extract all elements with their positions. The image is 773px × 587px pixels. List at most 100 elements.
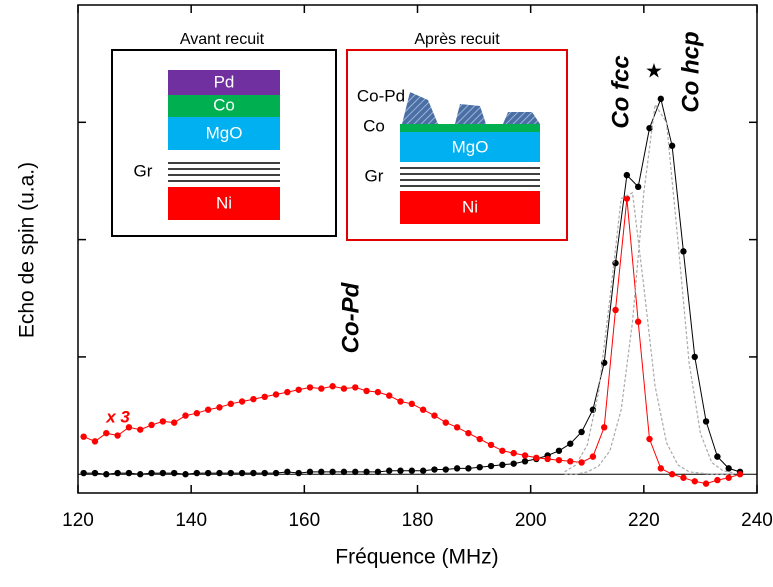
layer-label: Ni [462, 197, 478, 216]
data-point [114, 469, 121, 477]
data-point [137, 426, 144, 433]
data-point [634, 183, 642, 191]
plot-layer: 120 140 160 180 200 220 240 [62, 5, 773, 531]
data-point [657, 465, 665, 472]
graphene [168, 162, 280, 182]
layer [168, 187, 280, 220]
inset-after: Après recuit MgO Ni Co-Pd Co Gr [346, 31, 568, 241]
data-point [80, 469, 87, 477]
data-point [465, 429, 472, 437]
x-tick-label: 240 [741, 510, 773, 531]
data-point [476, 435, 483, 443]
data-point [80, 433, 87, 440]
data-point [216, 404, 223, 411]
data-point [363, 387, 370, 395]
layer-label: Co [363, 116, 385, 135]
layer [168, 117, 280, 150]
data-point [487, 441, 495, 449]
data-point [318, 385, 325, 392]
data-point [668, 142, 676, 149]
x-tick-label: 160 [288, 510, 320, 531]
x-tick-label: 120 [62, 510, 94, 531]
data-point [227, 400, 234, 408]
data-point [238, 469, 246, 477]
data-point [159, 469, 167, 477]
data-point [182, 412, 189, 419]
data-point [261, 393, 268, 401]
data-point [691, 353, 698, 361]
inset-title: Avant recuit [180, 31, 265, 48]
data-point [589, 453, 597, 460]
data-point [419, 467, 427, 474]
layer-label: Gr [365, 166, 384, 185]
data-point [329, 383, 336, 390]
data-point [148, 421, 155, 429]
data-point [125, 469, 133, 477]
annotation: Co fcc [607, 55, 634, 128]
data-point [261, 469, 268, 477]
data-point [137, 471, 144, 478]
data-point [193, 410, 201, 417]
data-point [374, 388, 382, 396]
layer-label: MgO [452, 137, 489, 156]
data-point [623, 171, 631, 179]
data-point [159, 418, 167, 425]
layer-label: Pd [214, 72, 235, 91]
data-point [487, 462, 495, 470]
data-point [352, 468, 359, 476]
data-point [272, 391, 280, 398]
layer [400, 124, 540, 132]
data-point [284, 468, 291, 476]
data-point [578, 459, 585, 466]
data-point [578, 428, 585, 436]
data-point [623, 195, 631, 202]
data-point [250, 395, 257, 403]
annotation: ★ [645, 60, 663, 82]
data-point [555, 456, 563, 464]
data-point [634, 318, 642, 325]
x-axis-label: Fréquence (MHz) [335, 546, 498, 569]
layer [168, 95, 280, 117]
data-point [612, 306, 619, 314]
layer [400, 132, 540, 162]
data-point [103, 429, 110, 437]
data-point [386, 467, 393, 474]
data-point [714, 476, 721, 484]
data-point [442, 419, 449, 426]
data-point [340, 385, 348, 392]
data-point [148, 469, 155, 477]
data-point [386, 392, 393, 399]
data-point [103, 471, 110, 478]
data-point [91, 438, 99, 445]
x-tick-label: 200 [515, 510, 547, 531]
data-point [431, 412, 438, 419]
data-point [702, 418, 710, 425]
data-point [227, 469, 234, 477]
layer-label: Gr [134, 161, 153, 180]
data-point [521, 458, 529, 465]
data-point [521, 452, 529, 459]
data-point [114, 432, 121, 439]
series-line [83, 198, 741, 485]
data-point [204, 406, 212, 413]
data-point [544, 455, 551, 463]
data-point [329, 468, 336, 476]
layer-label: MgO [206, 123, 243, 142]
layer [400, 191, 540, 224]
data-point [431, 466, 438, 473]
data-point [204, 469, 212, 477]
data-point [510, 460, 517, 467]
co-pd-islands [402, 92, 540, 124]
data-point [306, 468, 314, 476]
fit-curve [564, 191, 735, 475]
x-tick-label: 180 [402, 510, 434, 531]
data-point [284, 388, 291, 396]
data-point [363, 468, 370, 476]
data-point [408, 467, 416, 474]
data-point [216, 469, 223, 477]
data-point [453, 424, 461, 431]
data-point [691, 478, 698, 485]
data-point [702, 480, 710, 487]
data-point [476, 463, 483, 471]
data-point [318, 468, 325, 476]
